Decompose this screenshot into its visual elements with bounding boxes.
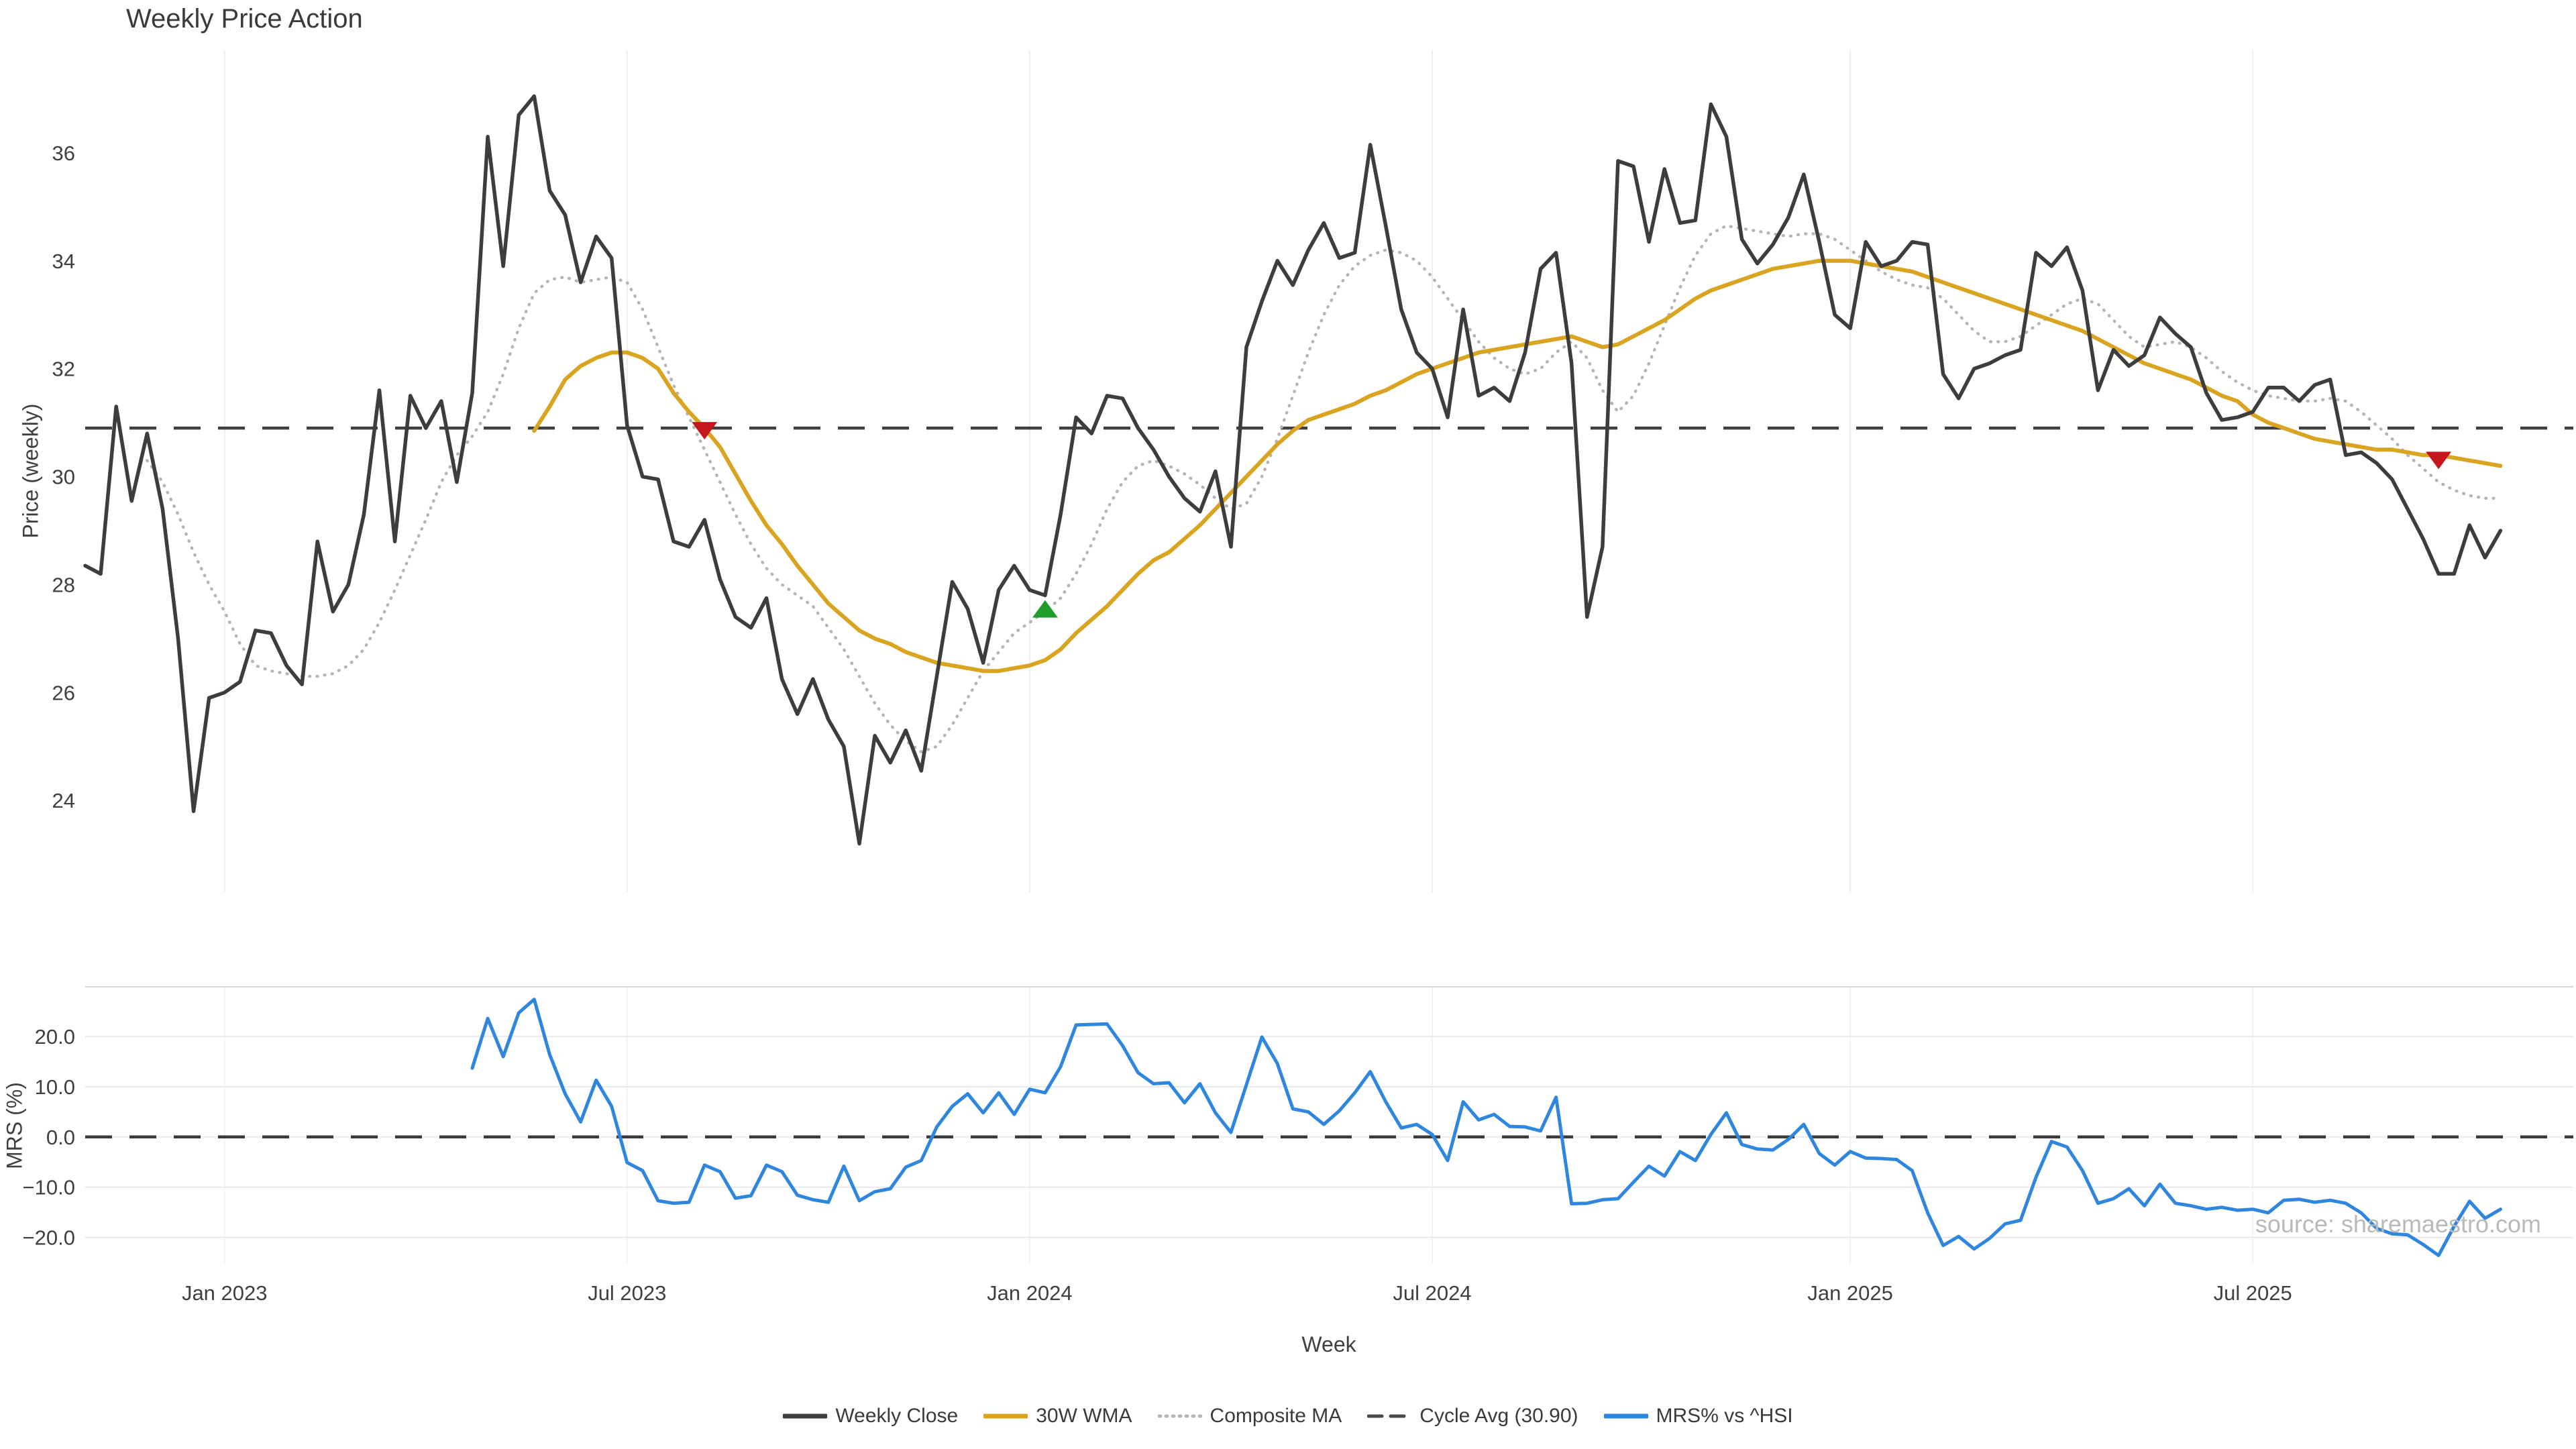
price-ytick-label: 34 [52, 250, 75, 273]
legend-label: Cycle Avg (30.90) [1419, 1405, 1578, 1427]
x-tick-label: Jan 2024 [987, 1281, 1073, 1305]
x-tick-label: Jul 2024 [1393, 1281, 1471, 1305]
page-title: Weekly Price Action [126, 4, 363, 34]
legend-item: Composite MA [1157, 1405, 1342, 1428]
x-tick-label: Jan 2025 [1807, 1281, 1893, 1305]
legend-swatch-icon [983, 1413, 1028, 1419]
chart-legend: Weekly Close 30W WMA Composite MA Cycle … [0, 1405, 2576, 1428]
price-ytick-label: 32 [52, 358, 75, 381]
price-ytick-label: 28 [52, 573, 75, 596]
buy-signal-marker [1032, 600, 1058, 618]
composite-ma-line [146, 224, 2502, 754]
price-ytick-label: 30 [52, 466, 75, 489]
legend-item: Cycle Avg (30.90) [1367, 1405, 1578, 1428]
week-axis-label: Week [1301, 1332, 1356, 1356]
mrs-ytick-label: −10.0 [23, 1176, 75, 1199]
price-ytick-label: 24 [52, 789, 75, 812]
mrs-ytick-label: 20.0 [35, 1025, 75, 1049]
sell-signal-marker [692, 422, 718, 440]
price-axis-label: Price (weekly) [18, 403, 43, 539]
wma30-line [532, 258, 2503, 674]
mrs-ytick-label: 0.0 [46, 1126, 75, 1149]
legend-item: MRS% vs ^HSI [1603, 1405, 1793, 1428]
legend-swatch-icon [1367, 1414, 1412, 1418]
legend-label: 30W WMA [1036, 1405, 1132, 1427]
legend-swatch-icon [1157, 1414, 1202, 1418]
source-watermark: source: sharemaestro.com [2255, 1210, 2541, 1238]
price-ytick-label: 26 [52, 681, 75, 704]
sell-signal-marker [2426, 451, 2452, 470]
price-ytick-label: 36 [52, 142, 75, 165]
legend-item: Weekly Close [783, 1405, 958, 1428]
x-tick-label: Jul 2023 [588, 1281, 666, 1305]
legend-label: Weekly Close [835, 1405, 959, 1427]
x-tick-label: Jan 2023 [182, 1281, 268, 1305]
x-tick-label: Jul 2025 [2214, 1281, 2292, 1305]
mrs-line [470, 998, 2502, 1257]
mrs-ytick-label: −20.0 [23, 1226, 75, 1250]
legend-label: MRS% vs ^HSI [1656, 1405, 1793, 1427]
legend-swatch-icon [783, 1413, 828, 1419]
legend-item: 30W WMA [983, 1405, 1132, 1428]
legend-label: Composite MA [1210, 1405, 1342, 1427]
mrs-ytick-label: 10.0 [35, 1075, 75, 1099]
mrs-axis-label: MRS (%) [2, 1082, 27, 1169]
legend-swatch-icon [1603, 1413, 1648, 1419]
weekly-close-line [83, 94, 2503, 846]
